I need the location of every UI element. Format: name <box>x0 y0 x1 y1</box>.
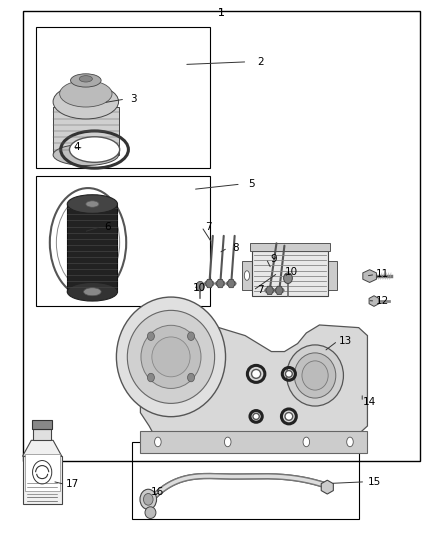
Bar <box>25 454 60 491</box>
Text: 2: 2 <box>257 57 264 67</box>
Polygon shape <box>266 286 274 295</box>
Bar <box>132 442 359 519</box>
Bar <box>32 420 52 429</box>
Ellipse shape <box>285 413 293 421</box>
Ellipse shape <box>140 489 156 510</box>
Polygon shape <box>363 270 376 282</box>
Text: 4: 4 <box>74 142 81 152</box>
Bar <box>53 107 119 155</box>
Text: 8: 8 <box>232 243 239 253</box>
Ellipse shape <box>144 494 153 505</box>
Ellipse shape <box>226 281 236 286</box>
Polygon shape <box>205 279 213 288</box>
Ellipse shape <box>302 361 328 390</box>
Bar <box>67 204 117 292</box>
Bar <box>141 431 367 453</box>
Ellipse shape <box>251 369 261 378</box>
Bar <box>242 261 252 290</box>
Text: 13: 13 <box>339 336 352 346</box>
Text: 10: 10 <box>193 283 206 293</box>
Text: 15: 15 <box>367 477 381 487</box>
Text: 1: 1 <box>218 8 225 18</box>
Circle shape <box>196 281 204 291</box>
Polygon shape <box>227 279 235 288</box>
Ellipse shape <box>155 437 161 447</box>
Ellipse shape <box>79 76 92 82</box>
Ellipse shape <box>141 325 201 389</box>
Ellipse shape <box>253 414 259 419</box>
Text: 16: 16 <box>151 488 165 497</box>
Ellipse shape <box>294 353 336 398</box>
Ellipse shape <box>53 84 119 119</box>
Bar <box>22 456 62 504</box>
Ellipse shape <box>205 281 214 286</box>
Ellipse shape <box>145 507 156 519</box>
Bar <box>35 27 210 168</box>
Bar <box>328 261 337 290</box>
Polygon shape <box>276 286 283 295</box>
Circle shape <box>148 373 155 382</box>
Ellipse shape <box>274 287 284 293</box>
Ellipse shape <box>287 345 343 406</box>
Text: 5: 5 <box>248 179 255 189</box>
Ellipse shape <box>117 297 226 417</box>
Text: 6: 6 <box>104 222 111 232</box>
Ellipse shape <box>67 195 117 213</box>
Ellipse shape <box>84 288 101 296</box>
Text: 3: 3 <box>131 94 137 104</box>
Ellipse shape <box>303 437 310 447</box>
Ellipse shape <box>70 137 120 163</box>
Circle shape <box>32 461 52 484</box>
Text: 17: 17 <box>66 480 79 489</box>
Text: 10: 10 <box>284 267 297 277</box>
Bar <box>252 251 328 296</box>
Text: 7: 7 <box>257 286 264 295</box>
Ellipse shape <box>152 337 190 377</box>
Polygon shape <box>141 325 367 434</box>
Ellipse shape <box>60 80 112 107</box>
Ellipse shape <box>67 282 117 301</box>
Ellipse shape <box>286 370 292 377</box>
Ellipse shape <box>86 201 99 207</box>
Polygon shape <box>369 296 379 306</box>
Bar <box>234 354 359 442</box>
Circle shape <box>187 332 194 341</box>
Circle shape <box>284 273 292 284</box>
Circle shape <box>187 373 194 382</box>
Text: 14: 14 <box>363 397 376 407</box>
Text: 9: 9 <box>270 254 277 263</box>
Text: 12: 12 <box>376 296 389 306</box>
Bar <box>22 11 420 461</box>
Ellipse shape <box>265 287 275 293</box>
Text: 1: 1 <box>218 8 225 18</box>
Bar <box>33 429 51 440</box>
Ellipse shape <box>224 437 231 447</box>
Ellipse shape <box>127 310 215 403</box>
Bar <box>250 243 330 251</box>
Ellipse shape <box>215 281 225 286</box>
Ellipse shape <box>53 144 119 165</box>
Polygon shape <box>22 440 62 456</box>
Ellipse shape <box>347 437 353 447</box>
Ellipse shape <box>71 74 101 87</box>
Bar <box>35 176 210 306</box>
Polygon shape <box>321 480 333 494</box>
Text: 11: 11 <box>376 270 389 279</box>
Ellipse shape <box>244 271 250 280</box>
Circle shape <box>148 332 155 341</box>
Text: 7: 7 <box>205 222 212 232</box>
Polygon shape <box>216 279 224 288</box>
